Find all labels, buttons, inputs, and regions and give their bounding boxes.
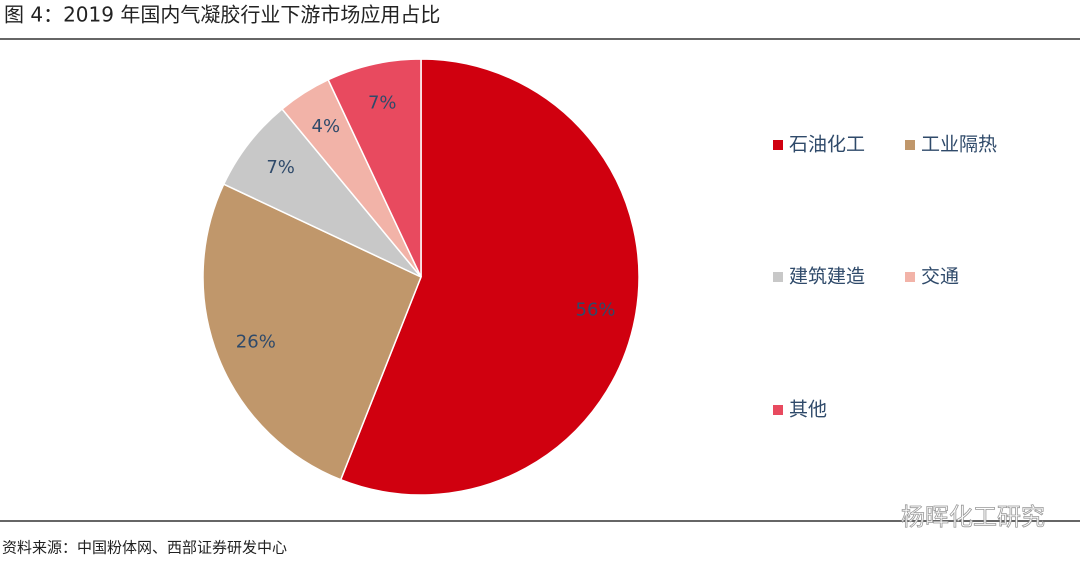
legend-label: 工业隔热 xyxy=(921,134,997,156)
source-note: 资料来源：中国粉体网、西部证券研发中心 xyxy=(2,539,287,557)
legend-swatch xyxy=(773,405,783,415)
legend-swatch xyxy=(773,140,783,150)
pie-slice xyxy=(202,183,422,481)
legend-swatch xyxy=(905,272,915,282)
data-label: 56% xyxy=(576,299,616,320)
pie-slice xyxy=(327,58,422,278)
data-label: 7% xyxy=(368,93,397,114)
legend-label: 其他 xyxy=(789,399,827,421)
data-label: 7% xyxy=(266,157,295,178)
legend-swatch xyxy=(905,140,915,150)
legend-label: 石油化工 xyxy=(789,134,865,156)
data-label: 4% xyxy=(312,116,341,137)
data-label: 26% xyxy=(236,331,276,352)
chart-title: 图 4：2019 年国内气凝胶行业下游市场应用占比 xyxy=(4,3,440,27)
legend-label: 建筑建造 xyxy=(789,266,865,288)
legend-label: 交通 xyxy=(921,266,959,288)
pie-slice xyxy=(339,58,640,496)
watermark: 杨晖化工研究 xyxy=(901,503,1045,531)
legend-swatch xyxy=(773,272,783,282)
